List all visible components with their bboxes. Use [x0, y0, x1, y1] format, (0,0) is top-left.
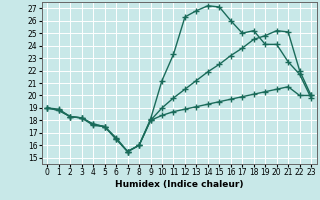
X-axis label: Humidex (Indice chaleur): Humidex (Indice chaleur): [115, 180, 244, 189]
